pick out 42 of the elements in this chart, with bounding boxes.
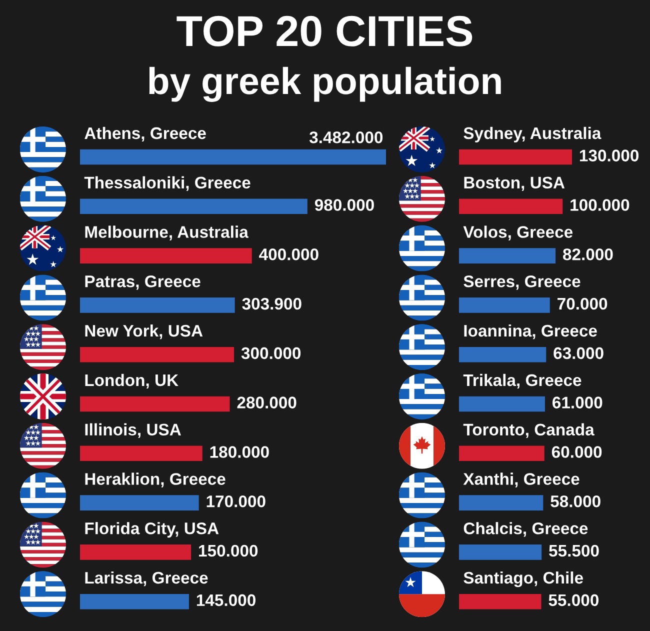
data-label: 61.000	[552, 396, 602, 408]
y-tick-label: Melbourne, Australia	[85, 226, 248, 240]
data-label: 170.000	[206, 495, 266, 508]
chart-subtitle: by greek population	[149, 66, 501, 102]
y-tick-label: Heraklion, Greece	[85, 472, 226, 488]
y-tick-label: New York, USA	[85, 324, 203, 340]
data-label: 63.000	[554, 347, 604, 360]
y-tick-label: Santiago, Chile	[464, 571, 583, 588]
y-tick-label: Florida City, USA	[85, 522, 219, 538]
data-label: 145.000	[196, 594, 256, 606]
data-label: 300.000	[241, 347, 301, 360]
data-label: 55.000	[548, 594, 599, 606]
data-label: 3.482.000	[309, 131, 383, 144]
y-tick-label: Ioannina, Greece	[464, 324, 597, 340]
data-label: 58.000	[550, 495, 600, 508]
data-label: 400.000	[259, 248, 318, 260]
y-tick-label: Illinois, USA	[85, 423, 181, 438]
y-tick-label: Larissa, Greece	[85, 571, 208, 586]
y-tick-label: Trikala, Greece	[463, 374, 582, 389]
y-tick-label: Volos, Greece	[463, 226, 573, 240]
data-label: 60.000	[552, 446, 602, 458]
y-tick-label: Patras, Greece	[85, 276, 200, 290]
data-label: 150.000	[199, 544, 258, 557]
y-tick-label: Xanthi, Greece	[463, 472, 580, 488]
y-tick-label: Sydney, Australia	[464, 126, 602, 142]
y-tick-label: Athens, Greece	[84, 126, 206, 142]
data-label: 100.000	[570, 199, 630, 211]
data-label: 980.000	[314, 199, 374, 211]
data-label: 130.000	[580, 150, 639, 162]
y-tick-label: Thessaloniki, Greece	[84, 176, 250, 191]
y-tick-label: Chalcis, Greece	[464, 522, 588, 537]
chart-title: TOP 20 CITIES	[176, 16, 472, 46]
y-tick-label: London, UK	[85, 374, 178, 389]
y-tick-label: Toronto, Canada	[463, 423, 594, 438]
data-label: 180.000	[210, 446, 269, 458]
data-label: 70.000	[558, 298, 608, 310]
data-label: 303.900	[242, 298, 302, 310]
y-tick-label: Serres, Greece	[464, 276, 580, 290]
data-label: 82.000	[563, 248, 613, 260]
y-tick-label: Boston, USA	[464, 176, 565, 191]
data-label: 55.500	[549, 544, 599, 557]
data-label: 280.000	[237, 396, 296, 408]
